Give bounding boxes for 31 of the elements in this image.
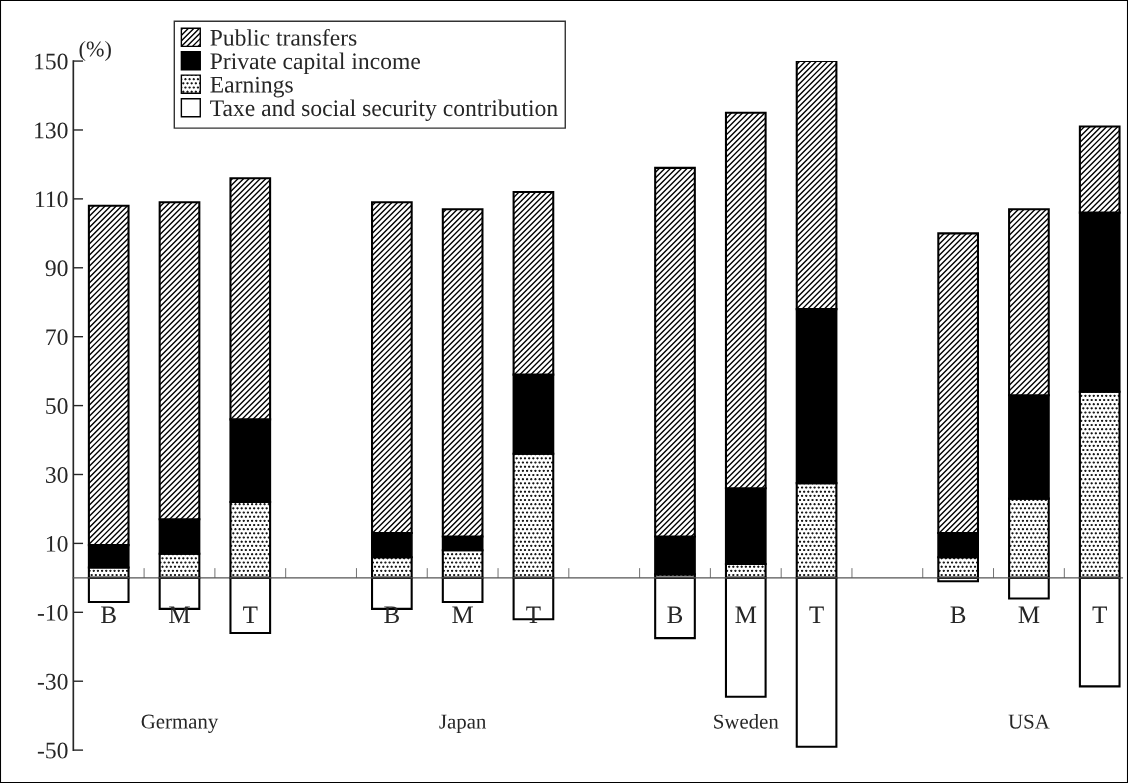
x-tick-label: T: [809, 606, 824, 623]
annotation: Germany: [141, 714, 219, 733]
legend-label: Earnings: [210, 76, 293, 98]
y-tick-label: 10: [46, 535, 68, 552]
y-tick-label: 150: [35, 53, 68, 70]
legend-label: Taxe and social security contribution: [210, 99, 558, 122]
x-tick-label: B: [384, 606, 399, 624]
x-tick-label: M: [169, 606, 190, 623]
x-tick-label: M: [1018, 606, 1040, 623]
x-tick-label: M: [735, 606, 757, 623]
y-tick-label: 110: [36, 191, 68, 208]
y-tick-label: -10: [37, 604, 68, 621]
annotation: Japan: [439, 714, 487, 733]
annotation: Sweden: [714, 713, 779, 729]
legend-label: Public transfers: [210, 28, 357, 46]
x-tick-label: B: [950, 606, 966, 624]
x-tick-label: B: [667, 606, 683, 624]
y-tick-label: -50: [37, 742, 68, 759]
x-tick-label: M: [452, 606, 474, 623]
x-tick-label: T: [243, 606, 258, 623]
y-tick-label: -30: [37, 673, 68, 690]
legend-label: Private capital income: [210, 52, 420, 74]
x-tick-label: T: [1092, 606, 1107, 623]
y-tick-label: 130: [35, 122, 68, 139]
annotation: USA: [1008, 714, 1050, 729]
y-tick-label: 70: [46, 329, 68, 346]
y-axis-title: (%): [79, 40, 111, 62]
x-tick-label: B: [101, 606, 116, 624]
y-tick-label: 30: [45, 466, 68, 483]
y-tick-label: 90: [45, 260, 68, 277]
y-tick-label: 50: [46, 398, 68, 415]
